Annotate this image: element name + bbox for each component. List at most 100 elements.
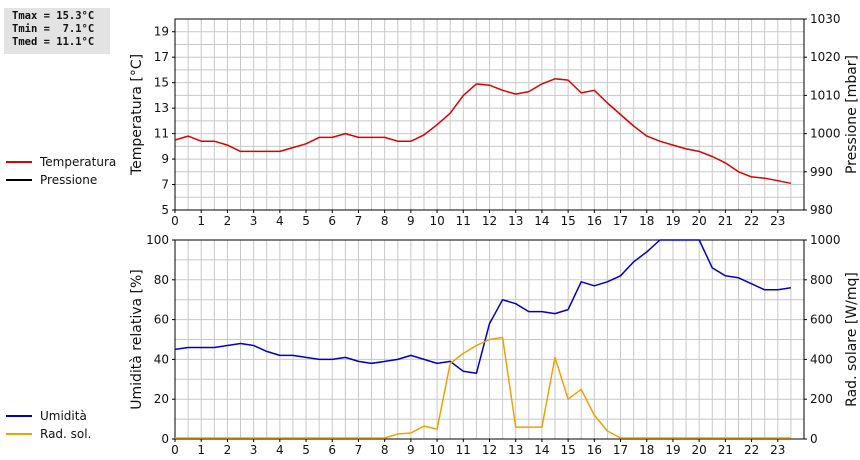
y-tick-label: 15 — [154, 76, 169, 90]
x-tick-label: 5 — [302, 214, 310, 228]
y-tick-label: 11 — [154, 127, 169, 141]
ylabel-umidita: Umidità relativa [%] — [129, 269, 145, 410]
y2-tick-label: 1000 — [810, 233, 841, 247]
x-tick-label: 18 — [639, 443, 654, 457]
x-tick-label: 15 — [560, 443, 575, 457]
x-tick-label: 3 — [250, 443, 258, 457]
y-tick-label: 9 — [161, 152, 169, 166]
x-tick-label: 2 — [224, 214, 232, 228]
y-tick-label: 60 — [154, 313, 169, 327]
temperature-chart: 0 1 2 3 4 5 6 7 8 9 10 11 12 13 14 15 16 17 18 19 20 21 22 2357… — [129, 12, 860, 228]
stats-box: Tmax = 15.3°C Tmin = 7.1°C Tmed = 11.1°C — [4, 8, 110, 54]
series-line-umidit — [175, 239, 792, 375]
y-tick-label: 80 — [154, 273, 169, 287]
x-tick-label: 4 — [276, 214, 284, 228]
x-tick-label: 20 — [692, 214, 707, 228]
x-tick-label: 8 — [381, 443, 389, 457]
y-tick-label: 17 — [154, 50, 169, 64]
series-line-temperatura — [175, 78, 792, 185]
x-tick-label: 23 — [770, 214, 785, 228]
y-tick-label: 20 — [154, 392, 169, 406]
legend-item-temperatura: Temperatura — [6, 153, 116, 171]
y2-tick-label: 600 — [810, 313, 833, 327]
x-tick-label: 9 — [407, 443, 415, 457]
x-tick-label: 21 — [718, 443, 733, 457]
x-tick-label: 18 — [639, 214, 654, 228]
x-tick-label: 19 — [665, 214, 680, 228]
legend-item-pressione: Pressione — [6, 171, 116, 189]
y2-tick-label: 800 — [810, 273, 833, 287]
y2-tick-label: 200 — [810, 392, 833, 406]
x-tick-label: 0 — [171, 214, 179, 228]
x-tick-label: 6 — [328, 214, 336, 228]
legend-label-temperatura: Temperatura — [40, 155, 117, 169]
x-tick-label: 22 — [744, 214, 759, 228]
y2-tick-label: 980 — [810, 203, 833, 217]
y-tick-label: 7 — [161, 178, 169, 192]
x-tick-label: 12 — [482, 443, 497, 457]
x-tick-label: 10 — [429, 443, 444, 457]
x-tick-label: 6 — [328, 443, 336, 457]
y2-tick-label: 400 — [810, 352, 833, 366]
y-tick-label: 100 — [146, 233, 169, 247]
x-tick-label: 19 — [665, 443, 680, 457]
y-tick-label: 13 — [154, 101, 169, 115]
x-tick-label: 15 — [560, 214, 575, 228]
y-tick-label: 19 — [154, 25, 169, 39]
stat-tmin: Tmin = 7.1°C — [12, 23, 95, 35]
y2-tick-label: 1030 — [810, 12, 841, 26]
x-tick-label: 12 — [482, 214, 497, 228]
x-tick-label: 11 — [456, 443, 471, 457]
legend-label-rad-sol: Rad. sol. — [40, 427, 92, 441]
x-tick-label: 23 — [770, 443, 785, 457]
x-tick-label: 16 — [587, 443, 602, 457]
legend-swatch-temperatura — [6, 161, 32, 163]
x-tick-label: 7 — [355, 443, 363, 457]
legend-label-umidita: Umidità — [40, 409, 87, 423]
y2-tick-label: 1020 — [810, 50, 841, 64]
legend-item-rad-sol: Rad. sol. — [6, 425, 91, 443]
x-tick-label: 21 — [718, 214, 733, 228]
y-tick-label: 5 — [161, 203, 169, 217]
ylabel-temperatura: Temperatura [°C] — [129, 54, 145, 176]
legend-swatch-rad-sol — [6, 433, 32, 435]
ylabel-pressione: Pressione [mbar] — [844, 55, 860, 174]
x-tick-label: 1 — [197, 443, 205, 457]
x-tick-label: 22 — [744, 443, 759, 457]
humidity-chart: 0 1 2 3 4 5 6 7 8 9 10 11 12 13 14 15 16 17 18 19 20 21 22 2302… — [129, 233, 860, 457]
x-tick-label: 9 — [407, 214, 415, 228]
legend-swatch-umidita — [6, 415, 32, 417]
x-tick-label: 20 — [692, 443, 707, 457]
stat-tmed: Tmed = 11.1°C — [12, 36, 95, 48]
y2-tick-label: 0 — [810, 432, 818, 446]
x-tick-label: 13 — [508, 214, 523, 228]
x-tick-label: 3 — [250, 214, 258, 228]
y2-tick-label: 1000 — [810, 127, 841, 141]
x-tick-label: 0 — [171, 443, 179, 457]
y-tick-label: 40 — [154, 352, 169, 366]
legend-label-pressione: Pressione — [40, 173, 98, 187]
stat-tmax: Tmax = 15.3°C — [12, 10, 95, 22]
y-tick-label: 0 — [161, 432, 169, 446]
x-tick-label: 14 — [534, 214, 549, 228]
ylabel-rad-solare: Rad. solare [W/mq] — [844, 272, 860, 407]
legend-item-umidita: Umidità — [6, 407, 91, 425]
x-tick-label: 13 — [508, 443, 523, 457]
x-tick-label: 17 — [613, 443, 628, 457]
y2-tick-label: 990 — [810, 165, 833, 179]
x-tick-label: 14 — [534, 443, 549, 457]
x-tick-label: 7 — [355, 214, 363, 228]
x-tick-label: 2 — [224, 443, 232, 457]
y2-tick-label: 1010 — [810, 88, 841, 102]
x-tick-label: 1 — [197, 214, 205, 228]
x-tick-label: 10 — [429, 214, 444, 228]
x-tick-label: 16 — [587, 214, 602, 228]
legend-top: Temperatura Pressione — [6, 153, 116, 189]
x-tick-label: 11 — [456, 214, 471, 228]
x-tick-label: 5 — [302, 443, 310, 457]
x-tick-label: 4 — [276, 443, 284, 457]
legend-swatch-pressione — [6, 179, 32, 181]
x-tick-label: 8 — [381, 214, 389, 228]
x-tick-label: 17 — [613, 214, 628, 228]
